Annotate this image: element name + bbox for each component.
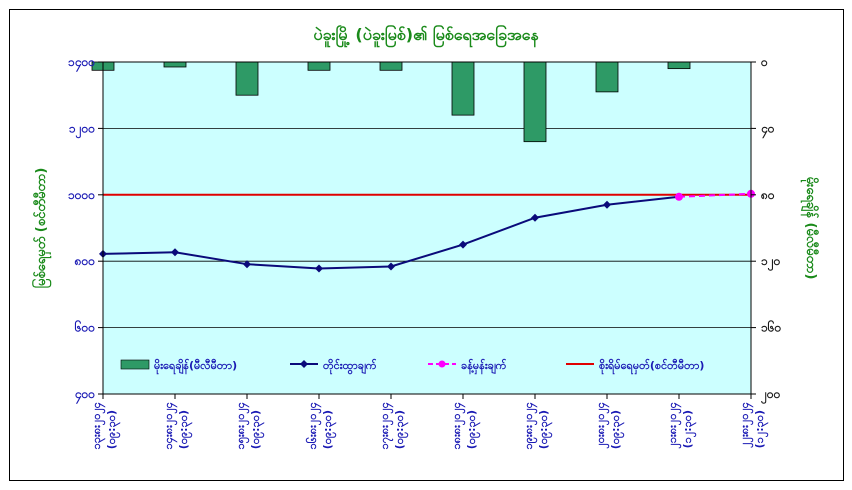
measured-point	[603, 200, 611, 209]
right-axis-ticks: ၂၀၀ ၁၆၀ ၁၂၀ ၈၀ ၄၀ ၀	[751, 55, 782, 405]
x-tick-label: ၁၉း၈း၂၀၂၄ (၀၉:၃၀)	[522, 402, 553, 449]
left-tick-label: ၆၀၀	[74, 319, 96, 335]
x-tick-date: ၂၂း၈း၂၀၂၄	[738, 402, 754, 448]
right-tick-label: ၈၀	[760, 188, 775, 202]
x-tick-label: ၂၀း၈း၂၀၂၄ (၀၉:၃၀)	[594, 402, 625, 449]
x-tick-time: (၀၉:၃၀)	[393, 410, 409, 449]
x-tick-date: ၁၄း၈း၂၀၂၄	[162, 402, 178, 449]
x-tick-date: ၁၃း၈း၂၀၂၄	[90, 402, 106, 449]
x-tick-time: (၁၂:၃၀)	[753, 410, 769, 448]
rainfall-bar	[379, 61, 403, 71]
left-tick-label: ၈၀၀	[74, 254, 96, 268]
rainfall-bar	[307, 61, 331, 71]
legend-marker-forecast	[438, 360, 446, 368]
rainfall-bar	[163, 61, 187, 68]
x-tick-date: ၂၁း၈း၂၀၂၄	[666, 402, 682, 449]
x-axis-ticks: ၁၃း၈း၂၀၂၄ (၀၉:၃၀) ၁၄း၈း၂၀၂၄ (၀၉:၃၀) ၁၅း၈း၂၀၂…	[90, 394, 769, 450]
right-tick-label: ၂၀၀	[760, 387, 781, 405]
measured-point	[243, 260, 251, 269]
left-axis-ticks: ၄၀၀ ၆၀၀ ၈၀၀ ၁၀၀၀ ၁၂၀၀ ၁၄၀၀	[68, 55, 103, 405]
x-tick-label: ၂၁း၈း၂၀၂၄ (၁၂:၃၀)	[666, 402, 697, 449]
left-axis-label: မြစ်ရေမှတ် (စင်တီမီတာ)	[31, 168, 52, 289]
rainfall-bar	[667, 61, 691, 70]
legend-label-forecast: ခန့်မှန်းချက်	[461, 358, 507, 375]
legend-label-measured: တိုင်းထွာချက်	[323, 358, 377, 375]
right-tick-label: ၀	[760, 55, 768, 69]
right-tick-label: ၁၆၀	[761, 319, 782, 335]
x-tick-time: (၀၉:၃၀)	[537, 410, 553, 449]
x-tick-time: (၀၉:၃၀)	[177, 410, 193, 449]
x-tick-time: (၀၉:၃၀)	[105, 410, 121, 449]
measured-point	[531, 213, 539, 222]
x-tick-date: ၁၆း၈း၂၀၂၄	[306, 402, 322, 449]
measured-point	[459, 240, 467, 249]
legend-swatch-rainfall	[120, 359, 150, 370]
rainfall-bar	[595, 61, 619, 93]
x-tick-time: (၁၂:၃၀)	[681, 410, 697, 448]
x-tick-date: ၂၀း၈း၂၀၂၄	[594, 402, 610, 449]
legend-marker-measured	[300, 360, 308, 368]
x-tick-label: ၁၄း၈း၂၀၂၄ (၀၉:၃၀)	[162, 402, 193, 449]
legend-label-rainfall: မိုးရေချိန်(မီလီမီတာ)	[154, 358, 237, 375]
right-tick-label: ၁၂၀	[761, 254, 781, 272]
left-tick-label: ၁၂၀၀	[69, 121, 95, 139]
x-tick-label: ၂၂း၈း၂၀၂၄ (၁၂:၃၀)	[738, 402, 769, 448]
x-tick-time: (၀၉:၃၀)	[465, 410, 481, 449]
legend: မိုးရေချိန်(မီလီမီတာ) တိုင်းထွာချက် ခန့်…	[120, 358, 704, 375]
x-tick-time: (၀၉:၃၀)	[249, 410, 265, 449]
rainfall-bar	[235, 61, 259, 96]
rainfall-bars	[91, 61, 691, 143]
plot-area	[103, 62, 751, 394]
x-tick-label: ၁၇း၈း၂၀၂၄ (၀၉:၃၀)	[378, 402, 409, 449]
x-tick-label: ၁၆း၈း၂၀၂၄ (၀၉:၃၀)	[306, 402, 337, 449]
x-tick-date: ၁၇း၈း၂၀၂၄	[378, 402, 394, 449]
rainfall-bar	[523, 61, 547, 143]
x-tick-date: ၁၅း၈း၂၀၂၄	[234, 402, 250, 449]
level-lines	[99, 189, 755, 273]
x-tick-date: ၁၈း၈း၂၀၂၄	[450, 402, 466, 450]
forecast-line	[678, 192, 752, 198]
left-tick-label: ၁၄၀၀	[68, 55, 95, 73]
legend-label-warning: စိုးရိမ်ရေမှတ်(စင်တီမီတာ)	[599, 358, 704, 375]
x-tick-date: ၁၉း၈း၂၀၂၄	[522, 402, 538, 449]
measured-point	[171, 248, 179, 257]
x-tick-label: ၁၈း၈း၂၀၂၄ (၀၉:၃၀)	[450, 402, 481, 450]
right-tick-label: ၄၀	[760, 121, 775, 139]
plot-border	[102, 61, 752, 395]
right-axis-label: မိုးရေချိန် (မီလီမီတာ)	[800, 177, 820, 280]
forecast-point	[675, 192, 683, 201]
x-tick-label: ၁၃း၈း၂၀၂၄ (၀၉:၃၀)	[90, 402, 121, 449]
x-tick-label: ၁၅း၈း၂၀၂၄ (၀၉:၃၀)	[234, 402, 265, 449]
left-tick-label: ၄၀၀	[74, 387, 96, 405]
x-tick-time: (၀၉:၃၀)	[609, 410, 625, 449]
left-tick-label: ၁၀၀၀	[68, 188, 95, 202]
x-tick-time: (၀၉:၃၀)	[321, 410, 337, 449]
rainfall-bar	[451, 61, 475, 116]
chart-title: ပဲခူးမြို့ (ပဲခူးမြစ်)၏ မြစ်ရေအခြေအနေ	[313, 24, 539, 48]
measured-point	[315, 264, 323, 273]
measured-point	[387, 262, 395, 271]
